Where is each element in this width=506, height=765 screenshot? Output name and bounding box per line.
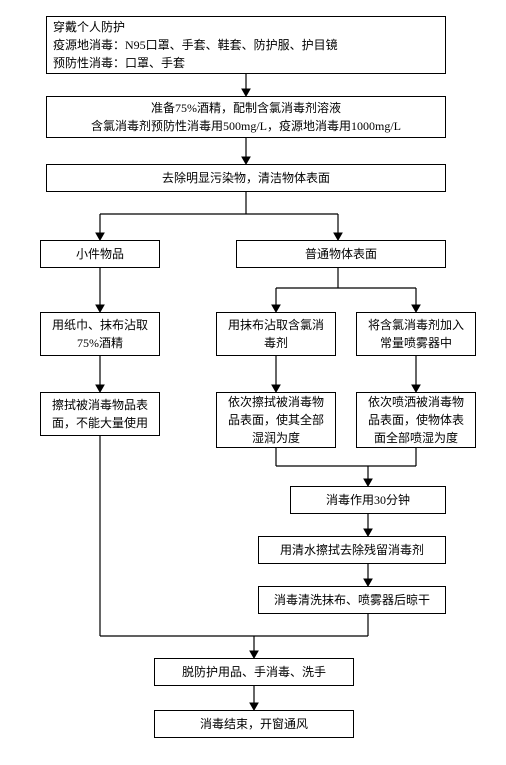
node-wipe-all-wet: 依次擦拭被消毒物品表面，使其全部湿润为度 bbox=[216, 392, 336, 448]
node-rinse: 用清水擦拭去除残留消毒剂 bbox=[258, 536, 446, 564]
node-remove-ppe: 脱防护用品、手消毒、洗手 bbox=[154, 658, 354, 686]
node-ppe: 穿戴个人防护疫源地消毒：N95口罩、手套、鞋套、防护服、护目镜预防性消毒：口罩、… bbox=[46, 16, 446, 74]
node-small-items: 小件物品 bbox=[40, 240, 160, 268]
node-alcohol-wipe: 用纸巾、抹布沾取75%酒精 bbox=[40, 312, 160, 356]
node-wash-cloth: 消毒清洗抹布、喷雾器后晾干 bbox=[258, 586, 446, 614]
node-prepare: 准备75%酒精，配制含氯消毒剂溶液含氯消毒剂预防性消毒用500mg/L，疫源地消… bbox=[46, 96, 446, 138]
node-wait-30min: 消毒作用30分钟 bbox=[290, 486, 446, 514]
node-chlorine-spray: 将含氯消毒剂加入常量喷雾器中 bbox=[356, 312, 476, 356]
node-finish-vent: 消毒结束，开窗通风 bbox=[154, 710, 354, 738]
node-wipe-surface: 擦拭被消毒物品表面，不能大量使用 bbox=[40, 392, 160, 436]
node-normal-surface: 普通物体表面 bbox=[236, 240, 446, 268]
node-spray-all-wet: 依次喷洒被消毒物品表面，使物体表面全部喷湿为度 bbox=[356, 392, 476, 448]
node-chlorine-wipe: 用抹布沾取含氯消毒剂 bbox=[216, 312, 336, 356]
node-clean-surface: 去除明显污染物，清洁物体表面 bbox=[46, 164, 446, 192]
